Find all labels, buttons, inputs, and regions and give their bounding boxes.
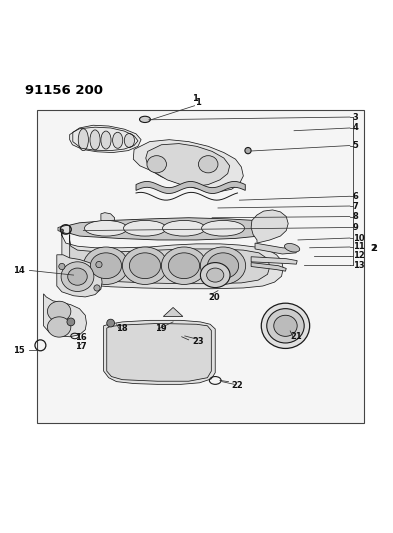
Polygon shape — [44, 294, 86, 337]
Text: 18: 18 — [116, 325, 128, 334]
Ellipse shape — [48, 317, 71, 337]
Ellipse shape — [61, 262, 94, 292]
Ellipse shape — [207, 268, 224, 282]
Text: 13: 13 — [353, 261, 364, 270]
Polygon shape — [58, 225, 105, 233]
Text: 8: 8 — [353, 212, 358, 221]
Text: 7: 7 — [353, 201, 358, 211]
Polygon shape — [163, 308, 183, 317]
Text: 6: 6 — [353, 192, 358, 201]
Ellipse shape — [208, 253, 239, 279]
Ellipse shape — [124, 133, 134, 148]
Ellipse shape — [78, 129, 88, 151]
Ellipse shape — [59, 263, 65, 270]
Ellipse shape — [90, 130, 100, 150]
Ellipse shape — [129, 253, 161, 279]
Ellipse shape — [245, 148, 251, 154]
Text: 11: 11 — [353, 243, 364, 252]
Ellipse shape — [68, 268, 87, 285]
Text: 3: 3 — [353, 112, 358, 122]
Text: 20: 20 — [208, 293, 220, 302]
Text: 1: 1 — [195, 98, 200, 107]
Text: 16: 16 — [75, 333, 87, 342]
Polygon shape — [107, 324, 211, 381]
Ellipse shape — [96, 261, 102, 268]
Text: 12: 12 — [353, 252, 364, 261]
Polygon shape — [251, 210, 288, 243]
Ellipse shape — [60, 229, 63, 232]
Text: 17: 17 — [75, 342, 87, 351]
Ellipse shape — [123, 221, 167, 236]
Text: 14: 14 — [13, 266, 25, 275]
Ellipse shape — [140, 116, 151, 123]
Text: 2: 2 — [370, 245, 376, 253]
Polygon shape — [62, 229, 283, 289]
Ellipse shape — [162, 247, 207, 285]
Ellipse shape — [261, 303, 310, 349]
Ellipse shape — [122, 247, 168, 285]
Ellipse shape — [163, 221, 206, 236]
Polygon shape — [101, 213, 114, 228]
Ellipse shape — [200, 247, 246, 285]
Text: 19: 19 — [156, 325, 167, 334]
Ellipse shape — [147, 156, 167, 173]
Ellipse shape — [107, 319, 114, 327]
Polygon shape — [104, 320, 215, 384]
Ellipse shape — [101, 131, 111, 149]
Ellipse shape — [198, 156, 218, 173]
Polygon shape — [251, 257, 297, 264]
Text: 10: 10 — [353, 233, 364, 243]
Text: 2: 2 — [371, 245, 377, 253]
Text: 23: 23 — [193, 337, 204, 346]
Text: 22: 22 — [231, 381, 243, 390]
Text: 91156 200: 91156 200 — [25, 84, 103, 97]
Polygon shape — [251, 263, 286, 271]
Polygon shape — [70, 125, 141, 152]
Polygon shape — [70, 217, 280, 240]
Text: 15: 15 — [13, 346, 25, 355]
Ellipse shape — [83, 247, 129, 285]
Polygon shape — [255, 243, 297, 254]
Ellipse shape — [202, 221, 244, 236]
Ellipse shape — [94, 285, 100, 291]
Ellipse shape — [90, 253, 121, 279]
Bar — [37, 110, 364, 423]
Ellipse shape — [113, 132, 123, 148]
Ellipse shape — [169, 253, 200, 279]
Text: 21: 21 — [290, 332, 302, 341]
Ellipse shape — [84, 221, 127, 236]
Text: 9: 9 — [353, 223, 358, 232]
Polygon shape — [136, 181, 245, 193]
Ellipse shape — [274, 316, 297, 336]
Polygon shape — [70, 235, 270, 284]
Text: 5: 5 — [353, 141, 358, 150]
Ellipse shape — [200, 263, 230, 288]
Polygon shape — [57, 255, 102, 297]
Polygon shape — [146, 143, 230, 187]
Text: 1: 1 — [192, 94, 198, 103]
Ellipse shape — [67, 318, 75, 326]
Ellipse shape — [285, 244, 300, 252]
Polygon shape — [133, 140, 243, 191]
Ellipse shape — [267, 309, 304, 343]
Ellipse shape — [48, 301, 71, 321]
Text: 4: 4 — [353, 124, 358, 133]
